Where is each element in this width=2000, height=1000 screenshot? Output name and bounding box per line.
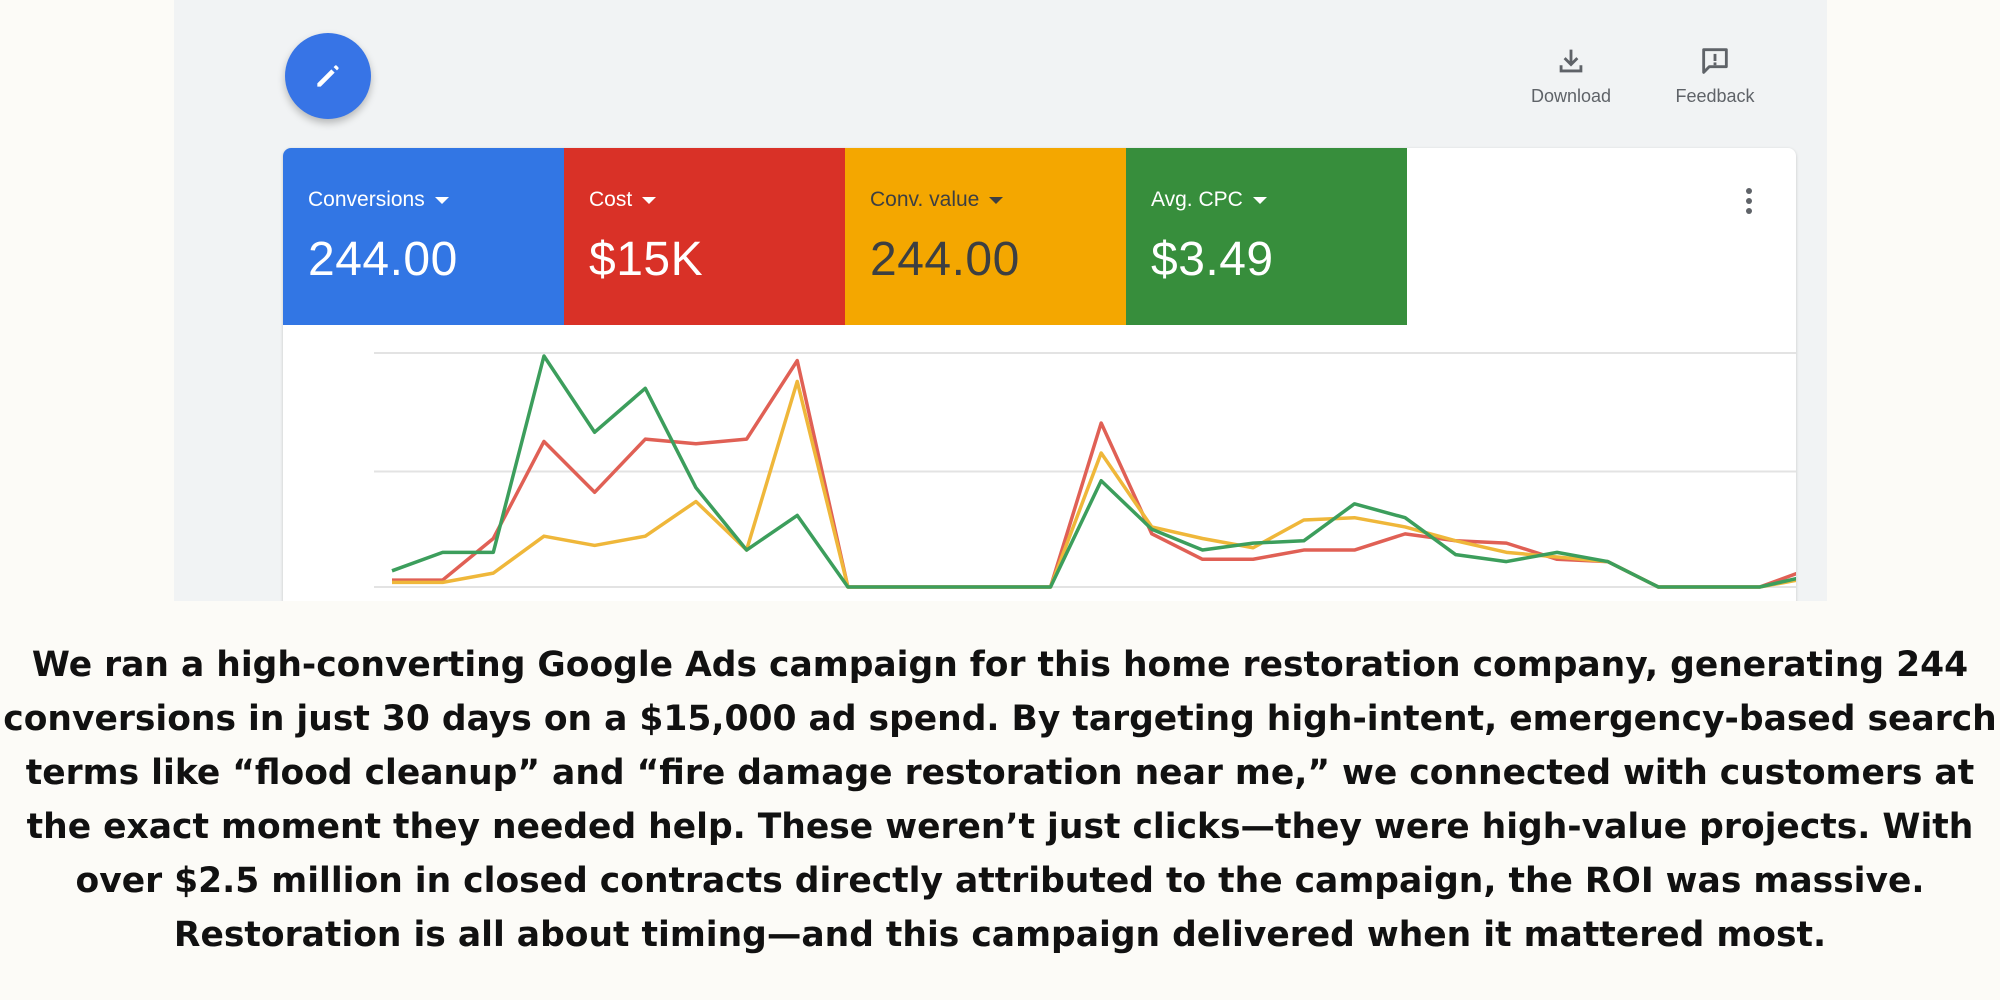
scorecard-conv-value[interactable]: Conv. value 244.00 [845, 148, 1126, 325]
scorecard-avg-cpc[interactable]: Avg. CPC $3.49 [1126, 148, 1407, 325]
download-icon [1559, 49, 1583, 73]
scorecard-label[interactable]: Conv. value [870, 188, 1126, 212]
scorecard-value: $3.49 [1151, 233, 1274, 286]
dropdown-caret-icon [1252, 196, 1267, 204]
scorecard-label[interactable]: Avg. CPC [1151, 188, 1407, 212]
performance-card: Conversions 244.00 Cost $15K Conv. value… [283, 148, 1796, 601]
feedback-icon [1702, 48, 1728, 74]
scorecard-label[interactable]: Cost [589, 188, 845, 212]
dropdown-caret-icon [434, 196, 449, 204]
scorecard-value: $15K [589, 233, 704, 286]
series-line-3[interactable] [391, 354, 1796, 589]
scorecard-cost[interactable]: Cost $15K [564, 148, 845, 325]
pencil-icon [317, 65, 339, 87]
edit-button[interactable] [285, 33, 371, 119]
scorecard-value: 244.00 [870, 233, 1020, 286]
scorecard-value: 244.00 [308, 233, 458, 286]
feedback-label: Feedback [1675, 86, 1755, 106]
scorecards: Conversions 244.00 Cost $15K Conv. value… [283, 148, 1407, 325]
dropdown-caret-icon [989, 196, 1004, 204]
download-button[interactable]: Download [1511, 44, 1631, 107]
scorecard-conversions[interactable]: Conversions 244.00 [283, 148, 564, 325]
feedback-button[interactable]: Feedback [1655, 44, 1775, 107]
dropdown-caret-icon [642, 196, 657, 204]
case-study-caption: We ran a high-converting Google Ads camp… [3, 645, 1997, 955]
performance-line-chart [374, 352, 1796, 589]
google-ads-screenshot: Download Feedback Conversions 244.00 Cos… [174, 0, 1827, 601]
download-label: Download [1530, 86, 1612, 106]
more-options-icon[interactable] [1746, 188, 1752, 214]
scorecard-label[interactable]: Conversions [308, 188, 564, 212]
